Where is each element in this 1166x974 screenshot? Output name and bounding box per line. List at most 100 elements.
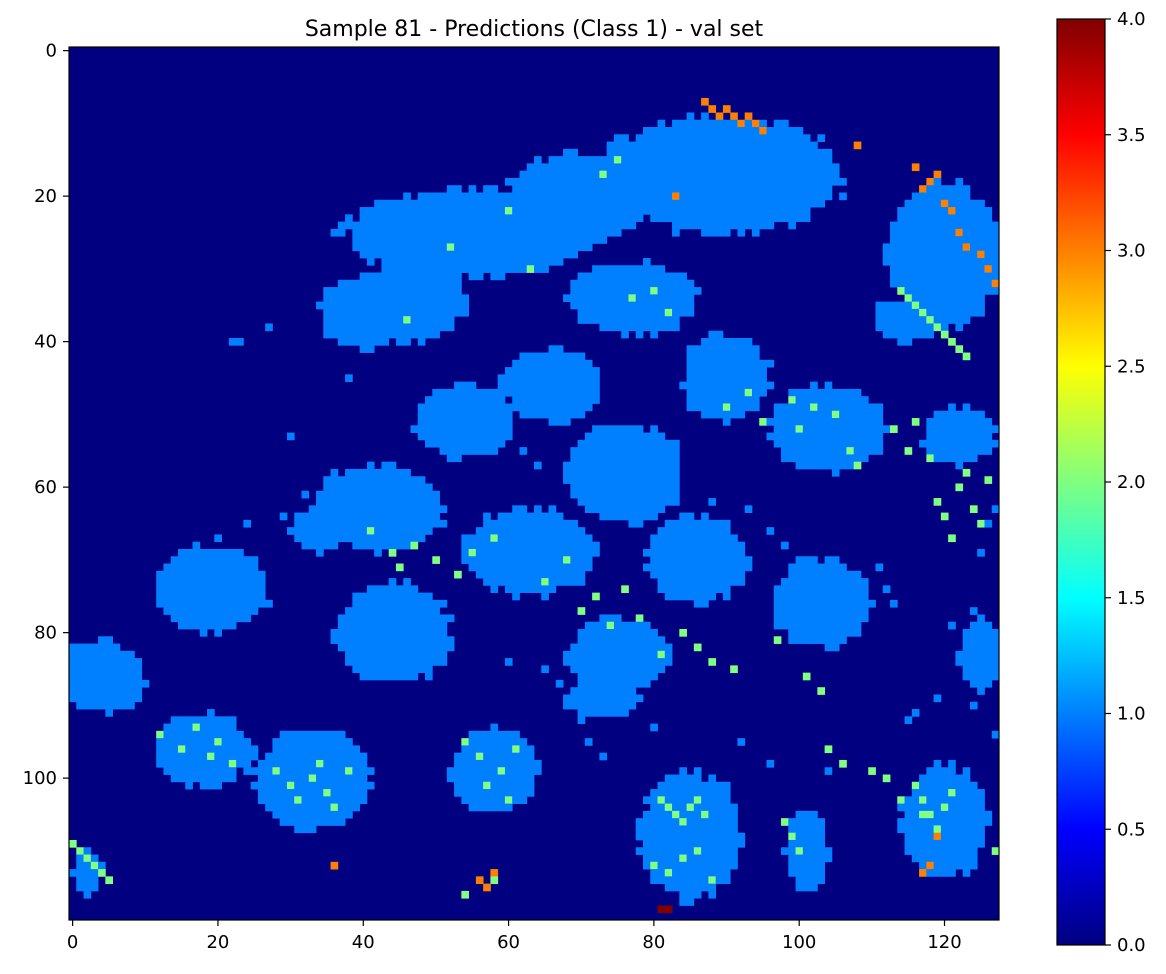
heatmap-cell-run bbox=[606, 170, 840, 179]
heatmap-cell-run bbox=[781, 454, 869, 463]
heatmap-cell-run bbox=[802, 847, 833, 855]
heatmap-cell-run bbox=[345, 650, 448, 659]
heatmap-cell-run bbox=[817, 134, 826, 142]
heatmap-cell-run bbox=[722, 105, 731, 113]
heatmap-cell-run bbox=[672, 119, 738, 128]
heatmap-cell-run bbox=[773, 439, 884, 448]
heatmap-cell-run bbox=[468, 185, 477, 193]
heatmap-cell-run bbox=[672, 308, 695, 317]
heatmap-cell-run bbox=[374, 199, 826, 208]
heatmap-cell-run bbox=[98, 861, 106, 870]
heatmap-cell-run bbox=[693, 643, 702, 652]
heatmap-cell-run bbox=[650, 861, 658, 870]
heatmap-cell-run bbox=[257, 759, 317, 768]
heatmap-cell-run bbox=[76, 854, 84, 863]
heatmap-cell-run bbox=[534, 265, 549, 273]
heatmap-cell-run bbox=[163, 563, 259, 572]
heatmap-cell-run bbox=[933, 454, 978, 463]
heatmap-cell-run bbox=[337, 621, 448, 630]
heatmap-cell-run bbox=[926, 185, 971, 193]
heatmap-cell-run bbox=[795, 883, 818, 892]
heatmap-cell-run bbox=[737, 228, 746, 237]
heatmap-cell-run bbox=[243, 519, 252, 528]
heatmap-cell-run bbox=[839, 192, 847, 201]
heatmap-cell-run bbox=[599, 512, 658, 521]
heatmap-cell-run bbox=[897, 825, 935, 834]
heatmap-cell-run bbox=[83, 854, 92, 863]
heatmap-cell-run bbox=[642, 548, 746, 557]
heatmap-cell-run bbox=[243, 767, 273, 775]
heatmap-cell-run bbox=[919, 301, 985, 310]
heatmap-cell-run bbox=[650, 556, 753, 564]
heatmap-cell-run bbox=[933, 410, 985, 419]
heatmap-cell-run bbox=[337, 279, 462, 288]
heatmap-cell-run bbox=[701, 810, 709, 819]
heatmap-cell-run bbox=[570, 643, 673, 652]
heatmap-cell-run bbox=[446, 767, 499, 775]
heatmap-cell-run bbox=[316, 759, 324, 768]
heatmap-cell-run bbox=[701, 112, 709, 121]
heatmap-cell-run bbox=[352, 665, 433, 674]
heatmap-cell-run bbox=[352, 599, 448, 608]
heatmap-cell-run bbox=[962, 767, 971, 775]
heatmap-cell-run bbox=[933, 316, 971, 324]
heatmap-cell-run bbox=[330, 629, 448, 637]
heatmap-cell-run bbox=[962, 665, 999, 674]
heatmap-cell-run bbox=[722, 592, 731, 601]
chart-title: Sample 81 - Predictions (Class 1) - val … bbox=[305, 17, 764, 42]
heatmap-cell-run bbox=[69, 672, 143, 681]
heatmap-cell-run bbox=[897, 803, 942, 812]
heatmap-cell-run bbox=[642, 854, 680, 863]
heatmap-cell-run bbox=[904, 832, 935, 841]
heatmap-cell-run bbox=[563, 701, 637, 710]
heatmap-cell-run bbox=[788, 629, 862, 637]
heatmap-cell-run bbox=[519, 447, 528, 455]
heatmap-cell-run bbox=[701, 410, 746, 419]
heatmap-cell-run bbox=[272, 767, 281, 775]
heatmap-cell-run bbox=[570, 279, 695, 288]
heatmap-cell-run bbox=[541, 665, 549, 674]
heatmap-cell-run bbox=[890, 228, 956, 237]
heatmap-cell-run bbox=[192, 723, 201, 732]
heatmap-cell-run bbox=[853, 461, 862, 470]
heatmap-cell-run bbox=[69, 839, 77, 848]
heatmap-cell-run bbox=[504, 207, 513, 215]
heatmap-cell-run bbox=[701, 796, 731, 805]
heatmap-cell-run bbox=[940, 199, 949, 208]
heatmap-cell-run bbox=[221, 738, 252, 746]
heatmap-cell-run bbox=[650, 330, 658, 339]
heatmap-cell-run bbox=[911, 294, 985, 303]
heatmap-cell-run bbox=[773, 119, 789, 128]
heatmap-cell-run bbox=[948, 534, 956, 543]
heatmap-cell-run bbox=[701, 338, 753, 346]
heatmap-cell-run bbox=[584, 432, 666, 441]
heatmap-cell-run bbox=[948, 621, 956, 630]
heatmap-cell-run bbox=[592, 265, 666, 273]
heatmap-cell-run bbox=[323, 476, 426, 484]
heatmap-cell-run bbox=[664, 883, 717, 892]
heatmap-cell-run bbox=[577, 607, 586, 615]
heatmap-cell-run bbox=[969, 621, 993, 630]
heatmap-cell-run bbox=[185, 781, 193, 790]
heatmap-cell-run bbox=[570, 301, 695, 310]
heatmap-cell-run bbox=[577, 439, 680, 448]
heatmap-cell-run bbox=[461, 556, 564, 564]
heatmap-cell-run bbox=[650, 425, 658, 433]
heatmap-cell-run bbox=[381, 265, 528, 273]
heatmap-cell-run bbox=[933, 832, 942, 841]
heatmap-cell-run bbox=[933, 810, 993, 819]
heatmap-cell-run bbox=[454, 789, 535, 797]
heatmap-cell-run bbox=[308, 774, 317, 783]
heatmap-cell-run bbox=[475, 548, 600, 557]
heatmap-cell-run bbox=[926, 767, 956, 775]
heatmap-cell-run bbox=[359, 272, 462, 281]
heatmap-cell-run bbox=[98, 869, 106, 877]
heatmap-cell-run bbox=[911, 789, 949, 797]
heatmap-cell-run bbox=[512, 745, 520, 754]
heatmap-cell-run bbox=[294, 512, 440, 521]
colorbar-tick-label: 1.5 bbox=[1117, 588, 1146, 609]
heatmap-cell-run bbox=[69, 665, 143, 674]
heatmap-cell-run bbox=[955, 207, 993, 215]
heatmap-cell-run bbox=[708, 498, 717, 506]
heatmap-cell-run bbox=[664, 519, 731, 528]
